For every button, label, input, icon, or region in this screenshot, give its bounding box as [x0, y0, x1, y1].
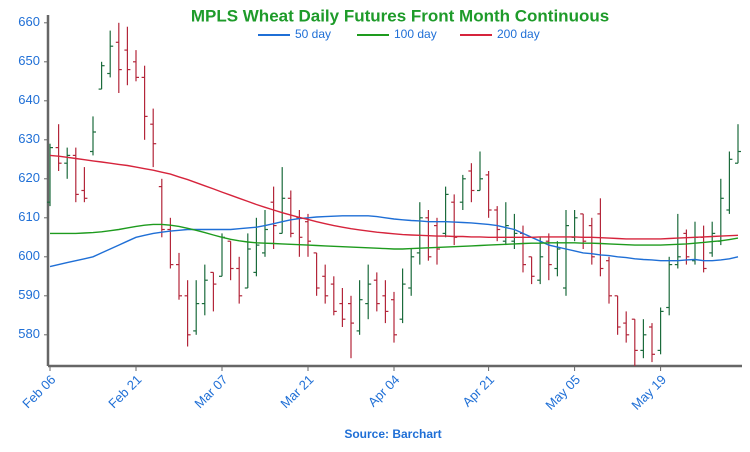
- moving-average-line: [50, 223, 739, 250]
- x-tick-label: Apr 21: [459, 372, 497, 410]
- x-tick-label: Mar 21: [277, 372, 316, 411]
- y-tick-label: 630: [18, 131, 40, 146]
- y-tick-label: 590: [18, 287, 40, 302]
- chart-title: MPLS Wheat Daily Futures Front Month Con…: [191, 6, 609, 25]
- x-tick-label: Apr 04: [365, 372, 403, 410]
- legend-label: 50 day: [295, 27, 331, 41]
- y-tick-label: 610: [18, 209, 40, 224]
- y-tick-label: 640: [18, 92, 40, 107]
- x-tick-label: Feb 21: [105, 372, 144, 411]
- y-tick-label: 650: [18, 53, 40, 68]
- x-tick-label: May 05: [542, 372, 583, 413]
- y-tick-label: 580: [18, 326, 40, 341]
- y-tick-label: 660: [18, 14, 40, 29]
- x-tick-label: May 19: [628, 372, 669, 413]
- moving-average-line: [49, 215, 739, 268]
- legend-label: 200 day: [497, 27, 540, 41]
- y-tick-label: 600: [18, 248, 40, 263]
- x-tick-label: Mar 07: [191, 372, 230, 411]
- y-tick-label: 620: [18, 170, 40, 185]
- legend-label: 100 day: [394, 27, 437, 41]
- source-note: Source: Barchart: [344, 427, 441, 441]
- moving-average-line: [49, 154, 739, 240]
- x-tick-label: Feb 06: [19, 372, 58, 411]
